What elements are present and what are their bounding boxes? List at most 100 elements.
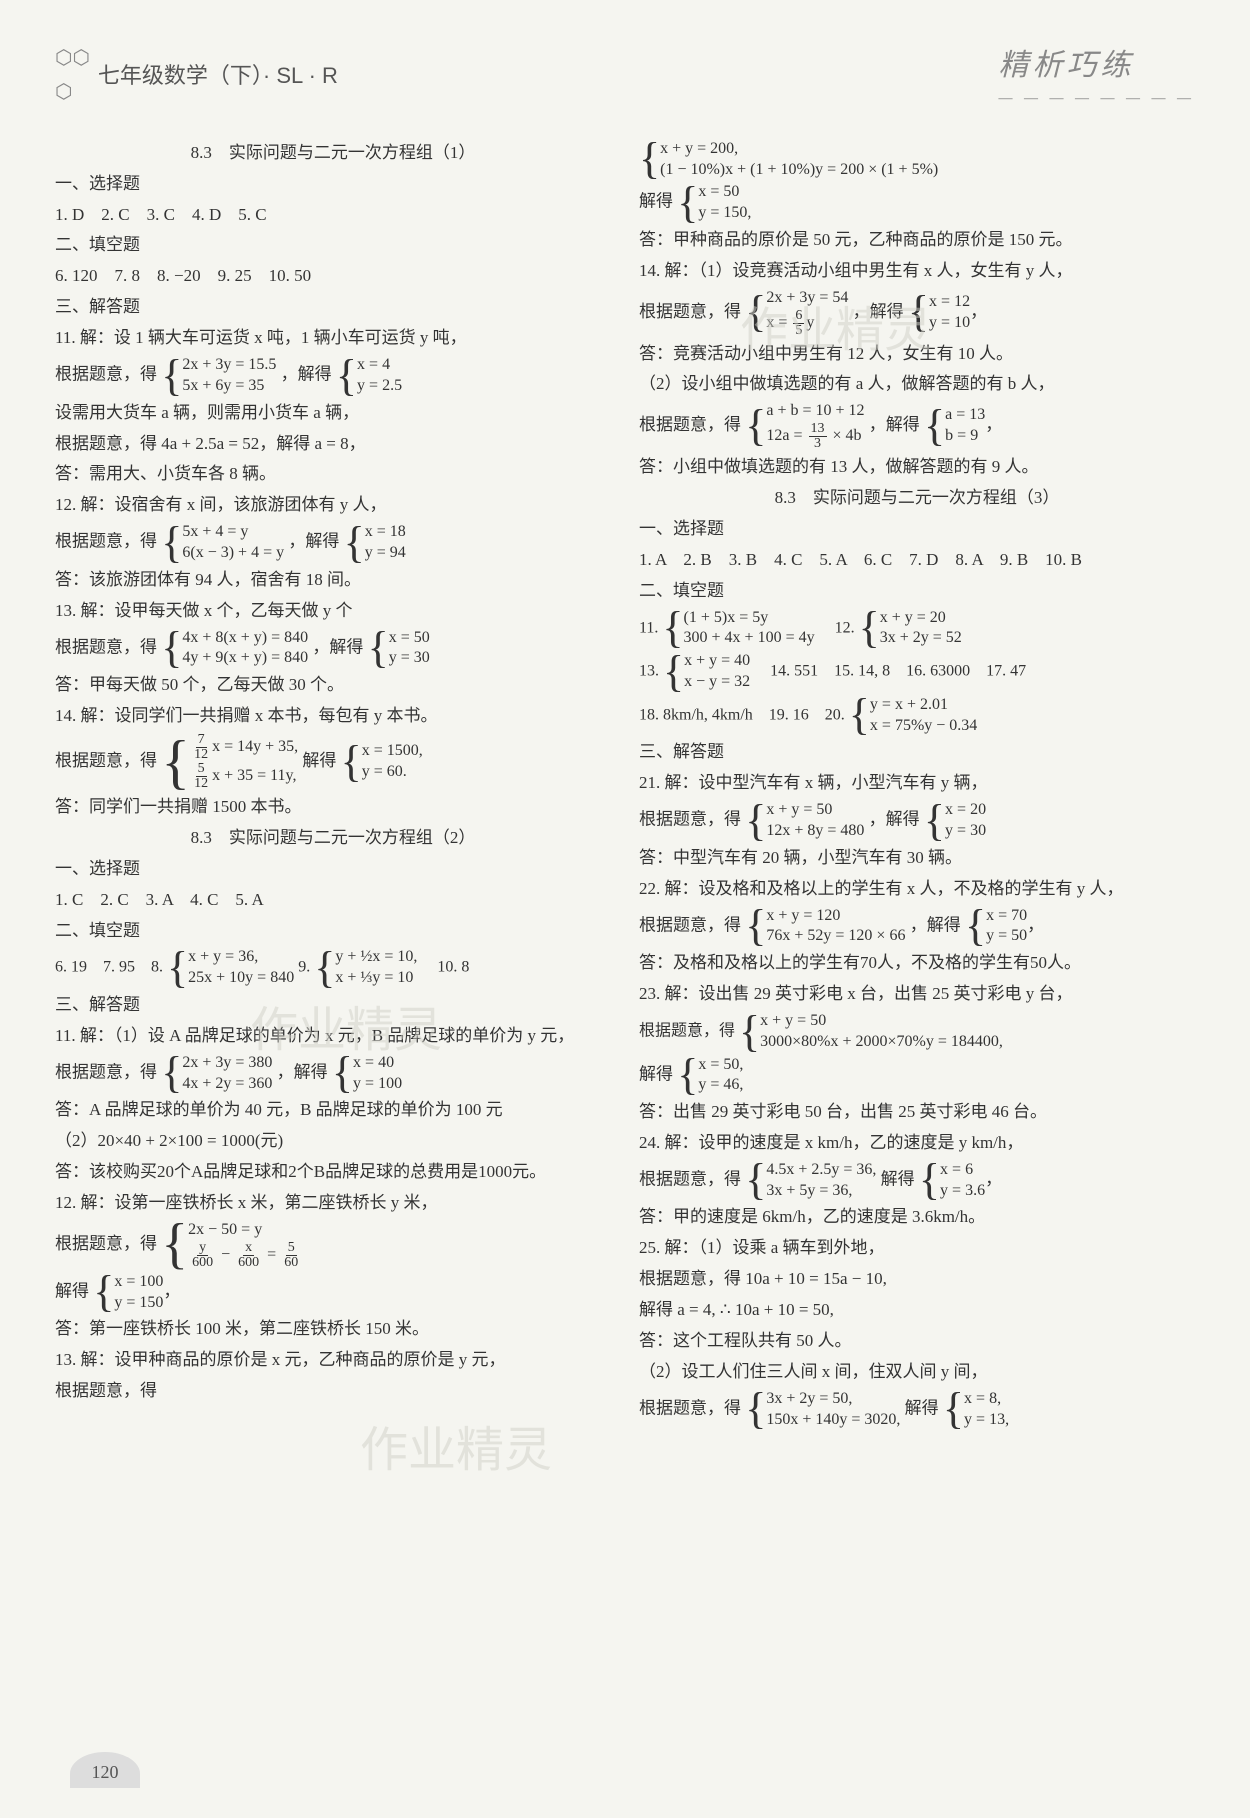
mid: ，解得 — [853, 302, 904, 321]
s3q25-l2: 根据题意，得 10a + 10 = 15a − 10, — [639, 1265, 1195, 1294]
dashes: — — — — — — — — — [999, 87, 1196, 111]
s3q21-eq: 根据题意，得 { x + y = 50 12x + 8y = 480 ，解得 {… — [639, 800, 1195, 842]
txt: 11. — [639, 619, 658, 636]
r14-intro: 14. 解：（1）设竞赛活动小组中男生有 x 人，女生有 y 人， — [639, 257, 1195, 286]
s2q12-eq: 根据题意，得 { 2x − 50 = y y600 − x600 = 560 — [55, 1220, 611, 1270]
eq: 5x + 6y = 35 — [182, 376, 276, 397]
q12-ans: 答：该旅游团体有 94 人，宿舍有 18 间。 — [55, 566, 611, 595]
eq: x + y = 200, — [660, 139, 938, 160]
mid: 解得 — [905, 1399, 939, 1418]
prefix: 根据题意，得 — [55, 1062, 157, 1081]
sol: x = 50 — [389, 628, 430, 649]
q11-l3: 根据题意，得 4a + 2.5a = 52，解得 a = 8， — [55, 430, 611, 459]
eq: 4x + 8(x + y) = 840 — [182, 628, 308, 649]
eq: x + y = 20 — [880, 608, 962, 629]
s2q13-l2: 根据题意，得 — [55, 1377, 611, 1406]
s3q25-2-eq: 根据题意，得 { 3x + 2y = 50, 150x + 140y = 302… — [639, 1389, 1195, 1431]
s3q22-ans: 答：及格和及格以上的学生有70人，不及格的学生有50人。 — [639, 949, 1195, 978]
eq: 12x + 8y = 480 — [766, 821, 864, 842]
eq: y600 − x600 = 560 — [188, 1241, 302, 1270]
prefix: 根据题意，得 — [639, 915, 741, 934]
q12-eq: 根据题意，得 { 5x + 4 = y 6(x − 3) + 4 = y ，解得… — [55, 522, 611, 564]
heading: 一、选择题 — [55, 855, 611, 884]
q11-ans: 答：需用大、小货车各 8 辆。 — [55, 460, 611, 489]
q14-ans: 答：同学们一共捐赠 1500 本书。 — [55, 793, 611, 822]
s2q12-sol: 解得 { x = 100 y = 150 ， — [55, 1272, 611, 1314]
prefix: 根据题意，得 — [639, 1399, 741, 1418]
txt: 6. 19 7. 95 8. — [55, 959, 163, 976]
s2q13-intro: 13. 解：设甲种商品的原价是 x 元，乙种商品的原价是 y 元， — [55, 1346, 611, 1375]
s3q24-eq: 根据题意，得 { 4.5x + 2.5y = 36, 3x + 5y = 36,… — [639, 1160, 1195, 1202]
eq: 512x + 35 = 11y, — [190, 762, 298, 791]
r14-2-intro: （2）设小组中做填选题的有 a 人，做解答题的有 b 人， — [639, 370, 1195, 399]
s3q23-eq: 根据题意，得 { x + y = 50 3000×80%x + 2000×70%… — [639, 1011, 1195, 1053]
s3-13-17: 13. { x + y = 40 x − y = 32 14. 551 15. … — [639, 651, 1195, 693]
section-title: 8.3 实际问题与二元一次方程组（2） — [55, 824, 611, 853]
mid: ，解得 — [312, 637, 363, 656]
section-title: 8.3 实际问题与二元一次方程组（3） — [639, 484, 1195, 513]
answers: 1. A 2. B 3. B 4. C 5. A 6. C 7. D 8. A … — [639, 546, 1195, 575]
sol: y = 10 — [929, 313, 970, 334]
q11-l2: 设需用大货车 a 辆，则需用小货车 a 辆， — [55, 399, 611, 428]
prefix: 根据题意，得 — [55, 532, 157, 551]
heading: 二、填空题 — [55, 917, 611, 946]
mid: ，解得 — [910, 915, 961, 934]
book-title: 七年级数学（下）· SL · R — [98, 57, 338, 94]
sol: x = 8, — [964, 1389, 1009, 1410]
header-right-wrap: 精析巧练 — — — — — — — — — [999, 40, 1196, 111]
s2q12-ans: 答：第一座铁桥长 100 米，第二座铁桥长 150 米。 — [55, 1315, 611, 1344]
eq: (1 − 10%)x + (1 + 10%)y = 200 × (1 + 5%) — [660, 160, 938, 181]
eq: x + y = 36, — [188, 947, 294, 968]
s2q11-eq: 根据题意，得 { 2x + 3y = 380 4x + 2y = 360 ，解得… — [55, 1053, 611, 1095]
mid: ，解得 — [288, 532, 339, 551]
mid: ，解得 — [869, 810, 920, 829]
eq: x + y = 120 — [766, 906, 905, 927]
s2q11-ans2: 答：该校购买20个A品牌足球和2个B品牌足球的总费用是1000元。 — [55, 1158, 611, 1187]
s3-11-12: 11. { (1 + 5)x = 5y 300 + 4x + 100 = 4y … — [639, 608, 1195, 650]
eq: 4x + 2y = 360 — [182, 1074, 272, 1095]
s3q21-ans: 答：中型汽车有 20 辆，小型汽车有 30 辆。 — [639, 844, 1195, 873]
prefix: 根据题意，得 — [639, 1170, 741, 1189]
section-title: 8.3 实际问题与二元一次方程组（1） — [55, 139, 611, 168]
r14-ans1: 答：竞赛活动小组中男生有 12 人，女生有 10 人。 — [639, 340, 1195, 369]
heading: 一、选择题 — [55, 170, 611, 199]
eq: 3x + 5y = 36, — [766, 1181, 876, 1202]
sol: y = 2.5 — [357, 376, 402, 397]
right-column: { x + y = 200, (1 − 10%)x + (1 + 10%)y =… — [639, 137, 1195, 1433]
eq: x − y = 32 — [684, 672, 750, 693]
q12-intro: 12. 解：设宿舍有 x 间，该旅游团体有 y 人， — [55, 491, 611, 520]
sol: x = 18 — [365, 522, 406, 543]
mid: 解得 — [639, 1064, 673, 1083]
header-left: ⬡⬡⬡ 七年级数学（下）· SL · R — [55, 41, 338, 109]
s3q23-intro: 23. 解：设出售 29 英寸彩电 x 台，出售 25 英寸彩电 y 台， — [639, 980, 1195, 1009]
prefix: 根据题意，得 — [55, 751, 157, 770]
s3q23-sol: 解得 { x = 50, y = 46, — [639, 1055, 1195, 1097]
page-header: ⬡⬡⬡ 七年级数学（下）· SL · R 精析巧练 — — — — — — — … — [55, 40, 1195, 119]
sol: y = 46, — [698, 1075, 743, 1096]
r13-eq: { x + y = 200, (1 − 10%)x + (1 + 10%)y =… — [639, 139, 1195, 181]
answers: 6. 120 7. 8 8. −20 9. 25 10. 50 — [55, 262, 611, 291]
eq: x + ⅓y = 10 — [335, 968, 417, 989]
r14-eq: 根据题意，得 { 2x + 3y = 54 x = 65y ，解得 { x = … — [639, 288, 1195, 338]
heading: 三、解答题 — [55, 293, 611, 322]
prefix: 根据题意，得 — [55, 365, 157, 384]
heading: 三、解答题 — [639, 738, 1195, 767]
sol: y = 30 — [945, 821, 986, 842]
eq: 150x + 140y = 3020, — [766, 1410, 900, 1431]
eq: 76x + 52y = 120 × 66 — [766, 926, 905, 947]
txt: 18. 8km/h, 4km/h 19. 16 20. — [639, 706, 845, 723]
txt: 14. 551 15. 14, 8 16. 63000 17. 47 — [754, 663, 1026, 680]
page-number: 120 — [70, 1752, 140, 1788]
series-title: 精析巧练 — [999, 40, 1196, 91]
prefix: 根据题意，得 — [55, 637, 157, 656]
sol: x = 6 — [940, 1160, 985, 1181]
sol: x = 1500, — [362, 741, 423, 762]
heading: 二、填空题 — [639, 577, 1195, 606]
eq: 2x − 50 = y — [188, 1220, 302, 1241]
s2q12-intro: 12. 解：设第一座铁桥长 x 米，第二座铁桥长 y 米， — [55, 1189, 611, 1218]
hex-icon: ⬡⬡⬡ — [55, 41, 90, 109]
eq: (1 + 5)x = 5y — [684, 608, 815, 629]
sol: x = 40 — [353, 1053, 402, 1074]
sol: b = 9 — [945, 426, 985, 447]
sol: y = 3.6 — [940, 1181, 985, 1202]
